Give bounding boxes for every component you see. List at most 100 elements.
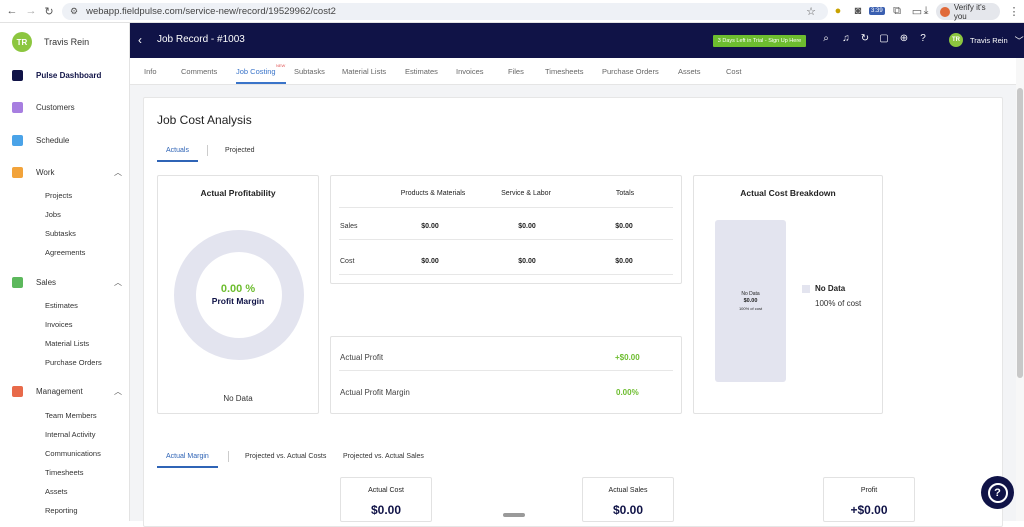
reload-icon[interactable]: ↻ [44,5,54,18]
sidebar-section-sales[interactable]: Sales ︿ [12,277,122,288]
page-title: Job Cost Analysis [157,113,252,127]
drag-handle[interactable] [503,513,525,517]
sidebar-item-reporting[interactable]: Reporting [45,506,78,515]
sidebar-item-team-members[interactable]: Team Members [45,411,97,420]
sidebar-section-management[interactable]: Management ︿ [12,386,122,397]
calendar-icon [12,135,23,146]
chevron-up-icon: ︿ [114,278,122,287]
sidebar-item-projects[interactable]: Projects [45,191,73,200]
sidebar-user[interactable]: TR Travis Rein [12,32,89,52]
sales-service-value: $0.00 [518,223,536,230]
tab-job-costing[interactable]: Job Costing [236,67,276,76]
sales-cost-table: Products & Materials Service & Labor Tot… [330,175,682,284]
tab-info[interactable]: Info [144,67,157,76]
scrollbar-thumb[interactable] [1017,88,1023,378]
bookmark-star-icon[interactable]: ☆ [806,5,816,18]
sidebar-item-agreements[interactable]: Agreements [45,248,86,257]
legend-label: No Data [815,284,846,293]
sidepanel-icon[interactable]: ▭ [911,5,923,18]
tab-estimates[interactable]: Estimates [405,67,438,76]
chevron-down-icon: ﹀ [1014,35,1024,46]
sidebar-section-work[interactable]: Work ︿ [12,167,122,178]
cost-products-value: $0.00 [421,258,439,265]
actual-profit-value: +$0.00 [615,353,640,362]
extension-icon[interactable]: ● [834,5,842,17]
help-button[interactable]: ? [981,476,1014,509]
tab-timesheets[interactable]: Timesheets [545,67,584,76]
address-bar[interactable]: ⚙ webapp.fieldpulse.com/service-new/reco… [62,3,828,20]
tab-comments[interactable]: Comments [181,67,218,76]
forward-arrow-icon[interactable]: → [25,5,37,17]
sidebar-item-customers[interactable]: Customers [12,102,122,113]
sidebar-item-purchase-orders[interactable]: Purchase Orders [45,358,102,367]
row-label-cost: Cost [340,258,355,265]
sidebar-item-estimates[interactable]: Estimates [45,301,78,310]
bell-icon[interactable]: ♫ [842,33,850,44]
legend-swatch [802,285,810,293]
verify-profile-button[interactable]: Verify it's you [936,2,1000,21]
clipboard-icon [12,167,23,178]
tab-invoices[interactable]: Invoices [456,67,484,76]
record-tabs: Info Comments Job Costing NEW Subtasks M… [130,58,1024,85]
actual-cost-label: Actual Cost [368,487,404,494]
sidebar-item-subtasks[interactable]: Subtasks [45,229,76,238]
download-icon[interactable]: ⤓ [923,4,929,17]
tab-projected-vs-actual-costs[interactable]: Projected vs. Actual Costs [245,453,327,460]
help-circle-icon[interactable]: ? [920,33,926,44]
topbar-user-menu[interactable]: TR Travis Rein ﹀ [949,33,1024,47]
cost-service-value: $0.00 [518,258,536,265]
avatar: TR [12,32,32,52]
sidebar-item-material-lists[interactable]: Material Lists [45,339,90,348]
verify-label: Verify it's you [953,2,986,21]
actual-profit-margin-label: Actual Profit Margin [340,388,410,397]
puzzle-icon[interactable]: ⧉ [893,4,901,17]
sidebar-user-name: Travis Rein [44,37,90,47]
tab-actual-margin[interactable]: Actual Margin [166,453,209,460]
tab-projected[interactable]: Projected [225,147,255,154]
sidebar-item-jobs[interactable]: Jobs [45,210,61,219]
site-info-icon[interactable]: ⚙ [70,6,79,16]
cost-breakdown-bar: No Data $0.00 100% of cost [715,220,786,382]
sidebar-item-schedule[interactable]: Schedule [12,135,122,146]
actual-cost-box: Actual Cost $0.00 [340,477,432,522]
back-arrow-icon[interactable]: ← [6,5,18,17]
sidebar-item-communications[interactable]: Communications [45,449,101,458]
refresh-icon[interactable]: ↻ [860,33,870,44]
trial-signup-button[interactable]: 3 Days Left in Trial - Sign Up Here [713,35,806,47]
profitability-title: Actual Profitability [200,188,276,198]
actuals-underline [157,160,198,162]
tab-subtasks[interactable]: Subtasks [294,67,325,76]
chevron-up-icon: ︿ [114,168,122,177]
extension-badge[interactable]: 3:39 [869,7,885,15]
profit-box: Profit +$0.00 [823,477,915,522]
tab-assets[interactable]: Assets [678,67,701,76]
actual-sales-box: Actual Sales $0.00 [582,477,674,522]
browser-menu-icon[interactable]: ⋮ [1008,5,1020,18]
job-cost-card: Job Cost Analysis Actuals Projected Actu… [143,97,1003,527]
tab-cost[interactable]: Cost [726,67,742,76]
camera-icon[interactable]: ◙ [854,5,862,17]
sidebar: TR Travis Rein Pulse Dashboard Customers… [0,23,130,521]
tab-actuals[interactable]: Actuals [166,147,189,154]
header-service-labor: Service & Labor [501,190,551,197]
divider [207,145,208,156]
add-circle-icon[interactable]: ⊕ [899,33,909,44]
row-label-sales: Sales [340,223,358,230]
message-icon[interactable]: ▢ [879,33,889,44]
row-divider [339,239,673,240]
profitability-panel: Actual Profitability 0.00 % Profit Margi… [157,175,319,414]
tab-purchase-orders[interactable]: Purchase Orders [602,67,659,76]
back-chevron-icon[interactable]: ‹ [138,33,142,47]
sidebar-item-assets[interactable]: Assets [45,487,68,496]
sidebar-item-timesheets[interactable]: Timesheets [45,468,84,477]
profit-label: Profit [860,487,878,494]
sidebar-item-internal-activity[interactable]: Internal Activity [45,430,96,439]
sidebar-item-invoices[interactable]: Invoices [45,320,73,329]
sidebar-item-dashboard[interactable]: Pulse Dashboard [12,70,122,81]
topbar-user-name: Travis Rein [970,35,1008,45]
top-bar: ‹ Job Record - #1003 3 Days Left in Tria… [130,23,1024,58]
search-icon[interactable]: ⌕ [823,33,829,44]
tab-material-lists[interactable]: Material Lists [342,67,387,76]
tab-projected-vs-actual-sales[interactable]: Projected vs. Actual Sales [343,453,424,460]
tab-files[interactable]: Files [508,67,524,76]
